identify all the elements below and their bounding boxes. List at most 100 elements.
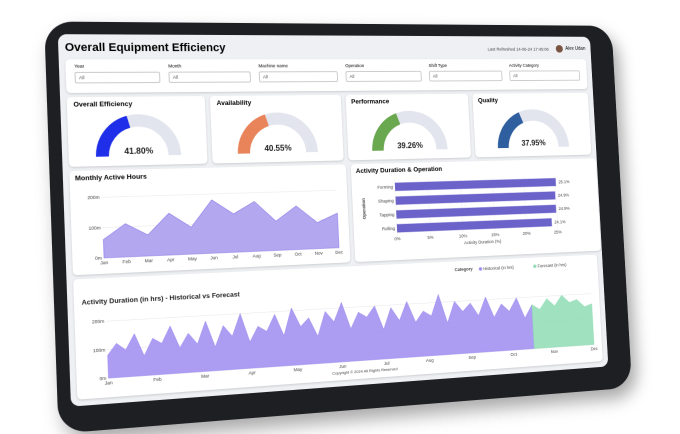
gauge-card: Availability 40.55%	[210, 95, 344, 164]
filter-select[interactable]: All	[258, 71, 339, 83]
x-tick-label: Jan	[100, 260, 109, 266]
area	[102, 196, 339, 258]
x-tick-label: 0%	[394, 236, 400, 241]
forecast-chart: Activity Duration (in hrs) - Historical …	[82, 262, 599, 386]
x-tick-label: 10%	[459, 233, 468, 238]
x-tick-label: Sep	[273, 252, 282, 257]
x-tick-label: Oct	[295, 251, 303, 256]
x-tick-label: Jul	[232, 254, 238, 259]
x-tick-label: 15%	[491, 232, 499, 237]
filter-label: Operation	[345, 63, 365, 69]
x-tick-label: Feb	[153, 377, 162, 383]
gauge-card: Quality 37.95%	[472, 93, 592, 158]
footer: Copyright © 2024 All Rights Reserved	[332, 366, 398, 376]
gauge-card: Overall Efficiency 41.80%	[66, 96, 208, 167]
title: Overall Equipment Efficiency	[64, 41, 226, 55]
filter-select[interactable]: All	[428, 70, 503, 82]
y-tick-label: 100m	[93, 347, 106, 353]
x-tick-label: 25%	[554, 230, 562, 235]
x-tick-label: Apr	[248, 370, 256, 376]
bar	[395, 191, 556, 205]
x-tick-label: Dec	[591, 346, 599, 351]
x-tick-label: May	[294, 367, 303, 373]
last-refreshed: Last Refreshed 14-06-24 17:45:06	[487, 46, 549, 52]
x-tick-label: Jul	[384, 361, 390, 366]
forecast-card: Activity Duration (in hrs) - Historical …	[73, 254, 603, 400]
x-tick-label: Mar	[201, 373, 210, 379]
middle-row: Monthly Active Hours 0m 100m 200m Jan Feb Mar…	[69, 158, 601, 276]
area	[106, 289, 534, 378]
category-label: Rolling	[382, 226, 396, 231]
filter-select[interactable]: All	[509, 70, 581, 82]
operation-card: Activity Duration & Operation 0% 5% 10% 15%…	[350, 158, 601, 263]
screen: Overall Equipment Efficiency Last Refres…	[57, 34, 609, 407]
y-tick-label: 100m	[88, 225, 101, 231]
x-tick-label: 5%	[427, 235, 433, 240]
user-name[interactable]: Alex Udan	[565, 46, 586, 52]
gauge-arc	[376, 119, 399, 151]
value-label: 24.9%	[559, 206, 570, 211]
x-tick-label: Apr	[167, 257, 175, 263]
monthly-card: Monthly Active Hours 0m 100m 200m Jan Feb Mar…	[69, 164, 351, 276]
x-tick-label: 20%	[523, 231, 531, 236]
filter-label: Year	[74, 63, 85, 69]
x-tick-label: Dec	[335, 250, 344, 255]
x-tick-label: Sep	[468, 355, 476, 360]
value-label: 25.1%	[558, 179, 569, 184]
value-label: 24.1%	[554, 219, 565, 224]
x-tick-label: Oct	[510, 352, 517, 357]
filter-label: Shift Type	[428, 63, 448, 68]
avatar[interactable]	[555, 45, 563, 53]
x-tick-label: May	[188, 256, 198, 262]
value-label: 24.9%	[558, 193, 569, 198]
y-tick-label: 200m	[92, 319, 105, 325]
grid-line	[102, 190, 336, 197]
filter: Shift Type All	[428, 63, 503, 86]
y-tick-label: 0m	[99, 376, 106, 382]
filter: Month All	[168, 63, 252, 88]
x-tick-label: Jun	[210, 255, 218, 260]
gauge-row: Overall Efficiency 41.80% Availability 40.5…	[66, 93, 592, 167]
gauge-value: 40.55%	[265, 144, 293, 154]
gauge-arc	[502, 118, 523, 149]
filter: Machine name All	[258, 63, 339, 87]
gauge: 40.55%	[217, 106, 337, 158]
filter-label: Machine name	[258, 63, 289, 69]
legend-marker	[533, 264, 537, 269]
category-label: Shaping	[378, 198, 394, 203]
y-axis-label: Operation	[361, 198, 367, 219]
bar	[394, 178, 557, 191]
legend-label: Historical (in hrs)	[483, 265, 514, 271]
category-label: Tapping	[379, 212, 395, 217]
x-tick-label: Aug	[426, 358, 434, 363]
x-tick-label: Nov	[551, 349, 559, 354]
filter-bar: Year All Month All Machine name All Operation A…	[65, 59, 588, 93]
gauge-value: 39.26%	[397, 141, 423, 150]
x-tick-label: Jan	[105, 380, 114, 386]
filter: Operation All	[345, 63, 422, 87]
gauge: 39.26%	[351, 104, 465, 155]
legend-title: Category	[454, 266, 473, 272]
gauge-value: 41.80%	[124, 146, 153, 156]
filter: Year All	[74, 63, 161, 88]
gauge: 37.95%	[478, 103, 585, 152]
area	[531, 294, 594, 349]
tablet-frame: Overall Equipment Efficiency Last Refres…	[44, 21, 633, 434]
filter-select[interactable]: All	[74, 71, 161, 84]
filter-select[interactable]: All	[345, 70, 422, 82]
filter: Activity Category All	[509, 63, 581, 86]
x-tick-label: Aug	[252, 253, 261, 258]
x-tick-label: Jun	[339, 364, 347, 370]
y-tick-label: 200m	[87, 195, 100, 201]
gauge-card: Performance 39.26%	[345, 94, 471, 161]
legend-label: Forecast (in hrs)	[537, 262, 567, 268]
bar	[396, 204, 557, 219]
x-tick-label: Mar	[145, 258, 154, 264]
bar-chart: 0% 5% 10% 15% 20% 25% Forming 25.1% Shaping 24.9%…	[361, 169, 570, 245]
x-tick-label: Feb	[122, 259, 131, 265]
filter-label: Activity Category	[508, 62, 540, 68]
filter-select[interactable]: All	[168, 71, 252, 83]
header: Overall Equipment Efficiency Last Refres…	[65, 38, 586, 57]
card-title: Activity Duration (in hrs) - Historical …	[82, 291, 241, 307]
